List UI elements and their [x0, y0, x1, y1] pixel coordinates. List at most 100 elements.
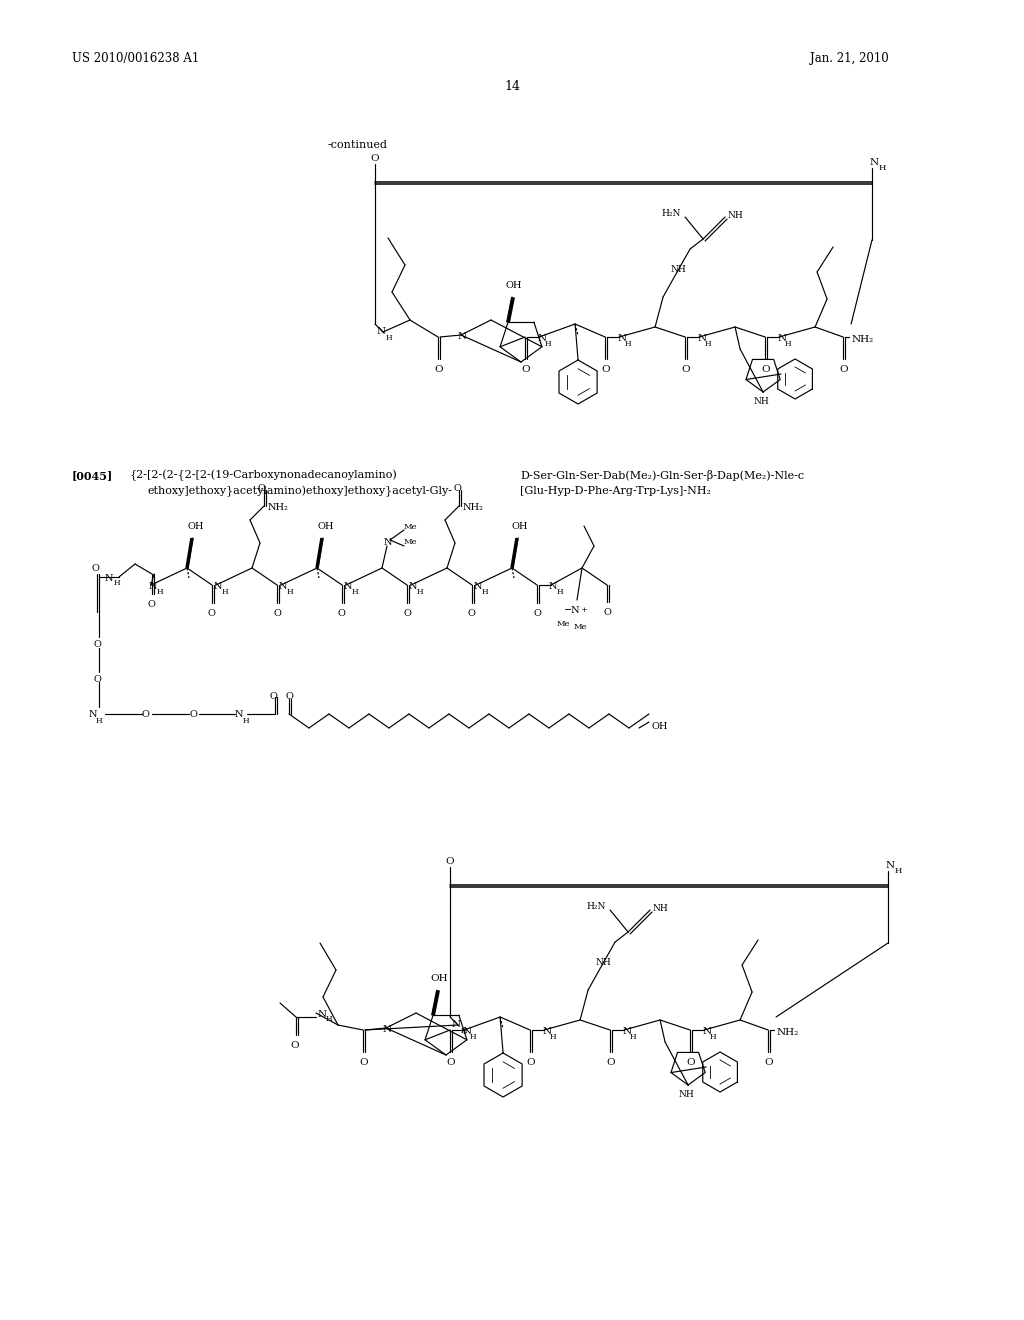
Text: OH: OH	[317, 521, 334, 531]
Text: N: N	[458, 333, 467, 341]
Text: H: H	[879, 164, 887, 172]
Text: O: O	[147, 601, 155, 609]
Text: N: N	[377, 327, 386, 337]
Text: D-Ser-Gln-Ser-Dab(Me₂)-Gln-Ser-β-Dap(Me₂)-Nle-c: D-Ser-Gln-Ser-Dab(Me₂)-Gln-Ser-β-Dap(Me₂…	[520, 470, 804, 480]
Text: O: O	[270, 692, 278, 701]
Text: O: O	[764, 1059, 773, 1067]
Text: N: N	[384, 539, 392, 546]
Text: N: N	[886, 861, 895, 870]
Text: H: H	[630, 1034, 637, 1041]
Text: 14: 14	[504, 81, 520, 92]
Text: O: O	[521, 366, 529, 374]
Text: N: N	[702, 1027, 712, 1036]
Text: N: N	[409, 582, 418, 591]
Text: OH: OH	[512, 521, 528, 531]
Text: O: O	[603, 609, 611, 616]
Text: O: O	[208, 609, 216, 618]
Text: [0045]: [0045]	[72, 470, 114, 480]
Text: N: N	[234, 710, 244, 719]
Text: N: N	[697, 334, 707, 343]
Text: H₂N: H₂N	[662, 209, 681, 218]
Text: O: O	[839, 366, 848, 374]
Text: US 2010/0016238 A1: US 2010/0016238 A1	[72, 51, 200, 65]
Text: NH: NH	[670, 265, 686, 275]
Text: N: N	[462, 1027, 471, 1036]
Text: O: O	[92, 564, 100, 573]
Text: Me: Me	[574, 623, 588, 631]
Text: N: N	[474, 582, 482, 591]
Text: Jan. 21, 2010: Jan. 21, 2010	[810, 51, 889, 65]
Text: OH: OH	[505, 281, 521, 290]
Text: H: H	[895, 867, 902, 875]
Text: N: N	[542, 1027, 551, 1036]
Text: H: H	[243, 717, 250, 725]
Text: N: N	[777, 334, 786, 343]
Text: NH: NH	[753, 397, 769, 407]
Text: N: N	[870, 158, 880, 168]
Text: N: N	[344, 582, 352, 591]
Text: O: O	[606, 1059, 614, 1067]
Text: N: N	[89, 710, 97, 719]
Text: OH: OH	[187, 521, 204, 531]
Text: Me: Me	[557, 620, 570, 628]
Text: N: N	[214, 582, 222, 591]
Text: N: N	[452, 1020, 461, 1030]
Text: O: O	[189, 710, 197, 719]
Text: NH: NH	[678, 1090, 694, 1100]
Text: O: O	[446, 1059, 455, 1067]
Text: O: O	[681, 366, 690, 374]
Text: H: H	[157, 587, 164, 597]
Text: Me: Me	[404, 539, 418, 546]
Text: H: H	[545, 341, 552, 348]
Text: NH₂: NH₂	[851, 335, 873, 345]
Text: [Glu-Hyp-D-Phe-Arg-Trp-Lys]-NH₂: [Glu-Hyp-D-Phe-Arg-Trp-Lys]-NH₂	[520, 486, 711, 496]
Text: O: O	[94, 640, 101, 649]
Text: N: N	[105, 574, 114, 583]
Text: OH: OH	[430, 974, 447, 983]
Text: H: H	[352, 587, 358, 597]
Text: N: N	[150, 582, 158, 591]
Text: NH₂: NH₂	[268, 503, 289, 512]
Text: H: H	[785, 341, 792, 348]
Text: H: H	[482, 587, 488, 597]
Text: H: H	[706, 341, 712, 348]
Text: O: O	[445, 857, 454, 866]
Text: NH₂: NH₂	[463, 503, 484, 512]
Text: O: O	[285, 692, 293, 701]
Text: H: H	[417, 587, 424, 597]
Text: H: H	[326, 1015, 333, 1023]
Text: N: N	[318, 1010, 327, 1019]
Text: O: O	[338, 609, 346, 618]
Text: H: H	[386, 334, 392, 342]
Text: O: O	[359, 1059, 368, 1067]
Text: N: N	[549, 582, 557, 591]
Text: H: H	[114, 579, 121, 587]
Text: H: H	[550, 1034, 557, 1041]
Text: O: O	[434, 366, 442, 374]
Text: -continued: -continued	[328, 140, 388, 150]
Text: NH₂: NH₂	[776, 1028, 799, 1038]
Text: H: H	[470, 1034, 477, 1041]
Text: O: O	[761, 366, 770, 374]
Text: N: N	[279, 582, 288, 591]
Text: H₂N: H₂N	[586, 902, 605, 911]
Text: H: H	[96, 717, 102, 725]
Text: O: O	[142, 710, 150, 719]
Text: O: O	[686, 1059, 694, 1067]
Text: O: O	[453, 484, 461, 492]
Text: H: H	[461, 1027, 468, 1035]
Text: O: O	[94, 675, 101, 684]
Text: N: N	[617, 334, 627, 343]
Text: O: O	[526, 1059, 535, 1067]
Text: O: O	[534, 609, 541, 618]
Text: O: O	[403, 609, 411, 618]
Text: NH: NH	[727, 211, 742, 220]
Text: ethoxy]ethoxy}acetylamino)ethoxy]ethoxy}acetyl-Gly-: ethoxy]ethoxy}acetylamino)ethoxy]ethoxy}…	[148, 486, 453, 498]
Text: H: H	[710, 1034, 717, 1041]
Text: −N: −N	[564, 606, 581, 615]
Text: O: O	[258, 484, 266, 492]
Text: N: N	[537, 334, 546, 343]
Text: N: N	[383, 1026, 392, 1034]
Text: Me: Me	[404, 523, 418, 531]
Text: +: +	[580, 606, 587, 614]
